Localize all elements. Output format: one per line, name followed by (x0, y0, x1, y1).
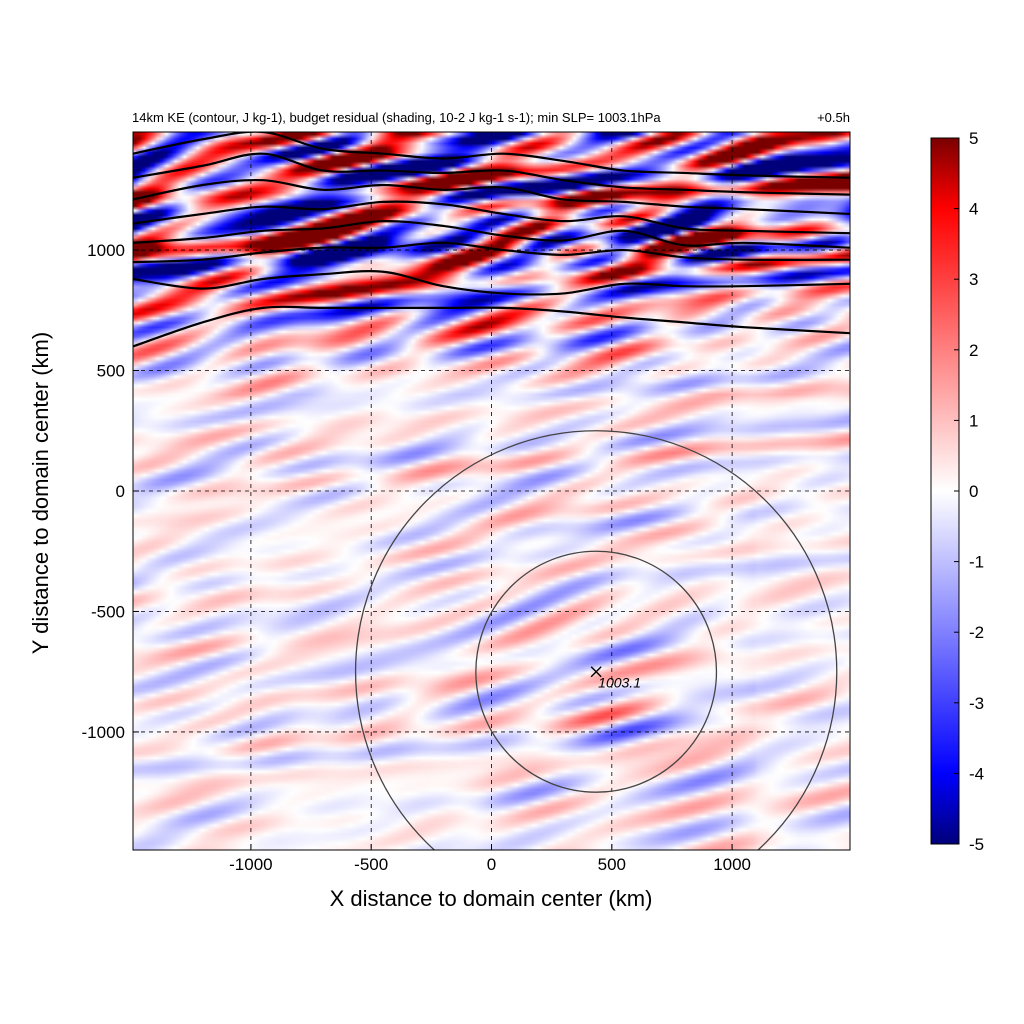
colorbar-tick-label: 5 (969, 129, 978, 148)
y-tick-label: -500 (91, 602, 125, 621)
storm-center: 1003.1 (590, 666, 641, 691)
x-axis: -1000 -500 0 500 1000 (229, 844, 751, 874)
colorbar-tick-label: -2 (969, 623, 984, 642)
ke-contour-7 (133, 152, 850, 196)
ke-contour-1 (133, 305, 850, 348)
colorbar-tick-label: 4 (969, 200, 978, 219)
colorbar-tick-label: -5 (969, 835, 984, 854)
x-tick-label: -500 (354, 855, 388, 874)
y-tick-label: -1000 (82, 723, 125, 742)
range-rings (354, 430, 838, 850)
colorbar-tick-label: 2 (969, 341, 978, 360)
colorbar: 5 4 3 2 1 0 -1 -2 -3 -4 -5 (930, 129, 984, 854)
ke-contour-6 (133, 178, 850, 216)
colorbar-tick-label: 3 (969, 270, 978, 289)
range-ring-1000km (354, 430, 838, 850)
y-tick-label: 1000 (87, 241, 125, 260)
storm-center-label: 1003.1 (598, 675, 641, 691)
ke-contour-5 (133, 200, 850, 235)
colorbar-tick-label: -3 (969, 694, 984, 713)
y-tick-label: 0 (116, 482, 125, 501)
y-axis-label: Y distance to domain center (km) (28, 332, 53, 654)
x-tick-label: 500 (598, 855, 626, 874)
ke-contour-2 (133, 270, 850, 296)
y-axis: 1000 500 0 -500 -1000 (82, 241, 139, 742)
x-tick-label: 1000 (713, 855, 751, 874)
x-axis-label: X distance to domain center (km) (330, 886, 653, 911)
ke-contour-3 (133, 241, 850, 264)
colorbar-tick-label: 0 (969, 482, 978, 501)
range-ring-500km (475, 550, 718, 793)
ke-contour-4 (133, 220, 850, 249)
colorbar-ticks: 5 4 3 2 1 0 -1 -2 -3 -4 -5 (954, 129, 984, 854)
colorbar-tick-label: -4 (969, 764, 984, 783)
colorbar-tick-label: -1 (969, 553, 984, 572)
plot-area: 1003.1 -1000 -500 0 500 1000 10005000-500-10… (82, 131, 851, 874)
x-tick-label: 0 (487, 855, 496, 874)
ke-contours (133, 132, 850, 348)
storm-center-marker (590, 666, 602, 678)
colorbar-tick-label: 1 (969, 411, 978, 430)
ke-contour-8 (133, 132, 850, 179)
y-tick-label: 500 (97, 362, 125, 381)
chart-title: 14km KE (contour, J kg-1), budget residu… (132, 110, 661, 125)
x-tick-label: -1000 (229, 855, 272, 874)
chart-time-label: +0.5h (817, 110, 850, 125)
